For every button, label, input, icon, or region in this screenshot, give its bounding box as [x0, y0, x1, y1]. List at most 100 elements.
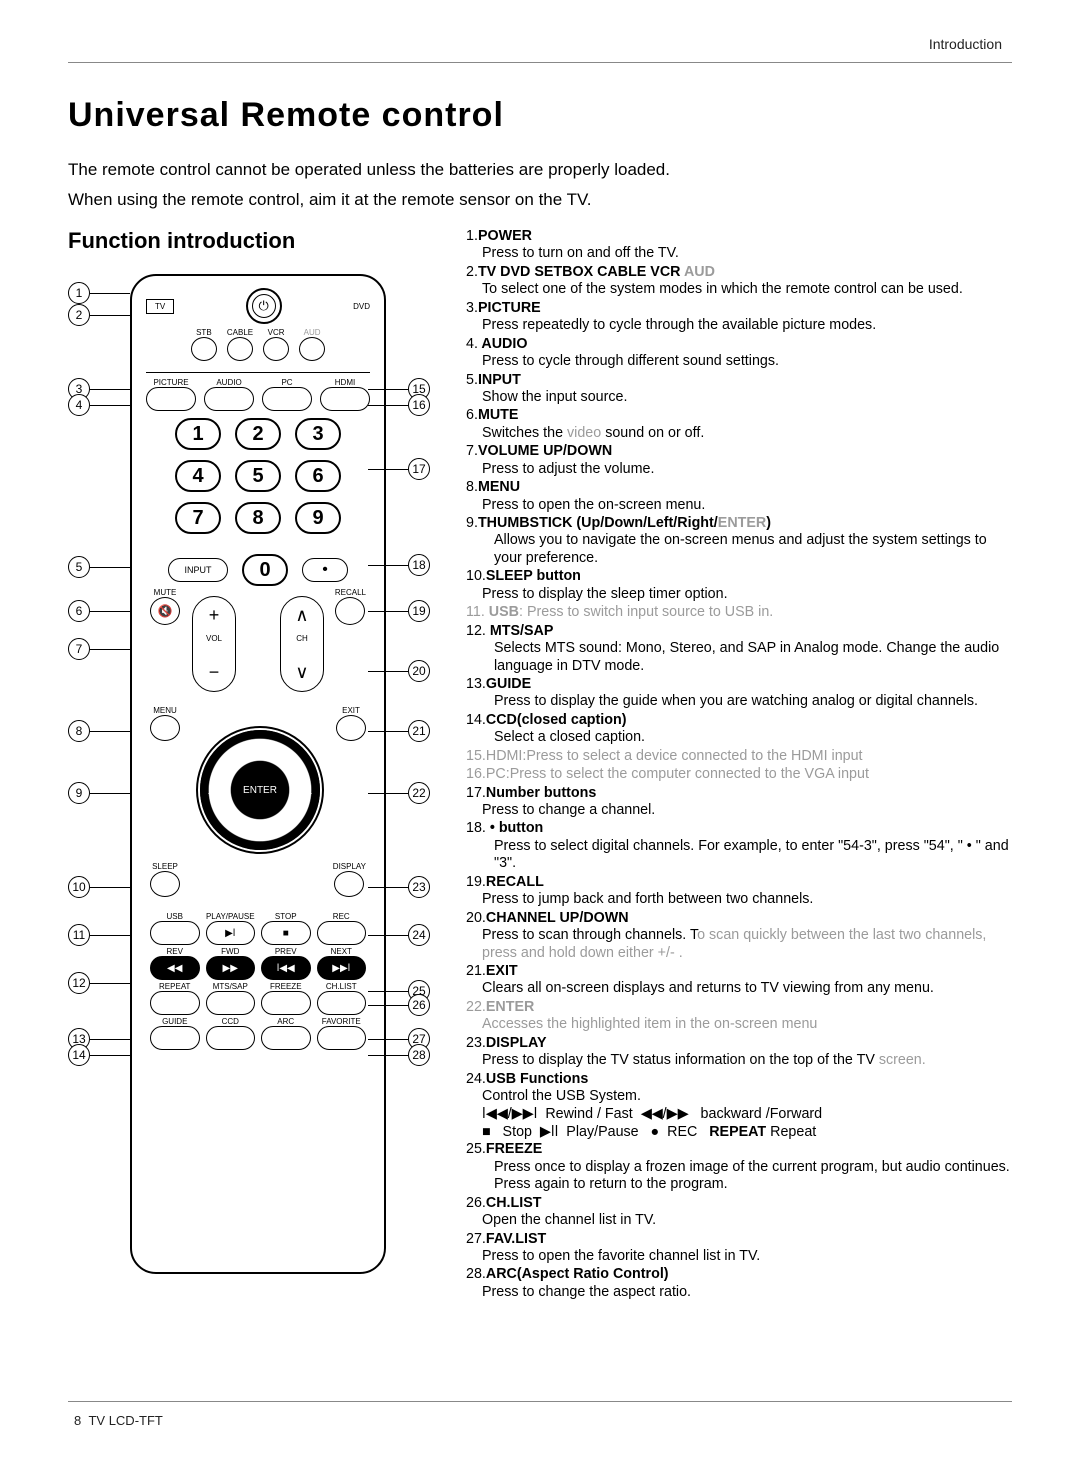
callout-26: 26 — [408, 994, 430, 1016]
audio-label: AUDIO — [204, 378, 254, 387]
func-item-16: 16.PC:Press to select the computer conne… — [466, 766, 1012, 783]
left-arrow-icon: ◀ — [208, 784, 219, 801]
func-item-11: 11. USB: Press to switch input source to… — [466, 604, 1012, 621]
callout-line-5 — [90, 567, 130, 568]
func-item-19: 19.RECALLPress to jump back and forth be… — [466, 874, 1012, 909]
func-item-24: 24.USB FunctionsControl the USB System. — [466, 1071, 1012, 1106]
stop-col-label: STOP — [261, 912, 311, 921]
rewind-button: ◀◀ — [150, 956, 200, 980]
callout-line-16 — [368, 405, 408, 406]
func-item-1: 1.POWERPress to turn on and off the TV. — [466, 228, 1012, 263]
callout-9: 9 — [68, 782, 90, 804]
callout-12: 12 — [68, 972, 90, 994]
callout-18: 18 — [408, 554, 430, 576]
mute-icon: 🔇 — [150, 597, 180, 625]
func-item-18: 18. • buttonPress to select digital chan… — [466, 820, 1012, 872]
func-item-9: 9.THUMBSTICK (Up/Down/Left/Right/ENTER)A… — [466, 515, 1012, 567]
playpause-col-label: PLAY/PAUSE — [206, 912, 256, 921]
callout-10: 10 — [68, 876, 90, 898]
num-4: 4 — [175, 460, 221, 492]
num-0: 0 — [242, 554, 288, 586]
menu-button — [150, 715, 180, 741]
mode-tv-label: TV — [146, 299, 174, 314]
func-item-15: 15.HDMI:Press to select a device connect… — [466, 748, 1012, 765]
func-item-17: 17.Number buttonsPress to change a chann… — [466, 785, 1012, 820]
intro-block: The remote control cannot be operated un… — [68, 157, 1012, 212]
func-item-3: 3.PICTUREPress repeatedly to cycle throu… — [466, 300, 1012, 335]
num-5: 5 — [235, 460, 281, 492]
freeze-label: FREEZE — [261, 982, 311, 991]
next-label: NEXT — [317, 947, 367, 956]
ch-label: CH — [280, 634, 324, 643]
callout-line-11 — [90, 935, 130, 936]
func-item-23: 23.DISPLAYPress to display the TV status… — [466, 1035, 1012, 1070]
callout-4: 4 — [68, 394, 90, 416]
exit-label: EXIT — [336, 706, 366, 715]
thumbstick: ENTER ▲ ▼ ◀ ▶ — [196, 726, 324, 854]
callout-24: 24 — [408, 924, 430, 946]
func-item-21: 21.EXITClears all on-screen displays and… — [466, 963, 1012, 998]
pc-label: PC — [262, 378, 312, 387]
callout-8: 8 — [68, 720, 90, 742]
callout-line-20 — [368, 671, 408, 672]
callout-line-13 — [90, 1039, 130, 1040]
footer-page-number: 8 — [74, 1413, 81, 1428]
num-6: 6 — [295, 460, 341, 492]
num-9: 9 — [295, 502, 341, 534]
callout-line-28 — [368, 1055, 408, 1056]
intro-line-2: When using the remote control, aim it at… — [68, 187, 1012, 213]
page-title: Universal Remote control — [68, 96, 1012, 135]
callout-6: 6 — [68, 600, 90, 622]
sleep-button — [150, 871, 180, 897]
callout-line-1 — [90, 293, 130, 294]
callout-22: 22 — [408, 782, 430, 804]
func-item-27: 27.FAV.LISTPress to open the favorite ch… — [466, 1231, 1012, 1266]
callout-line-17 — [368, 469, 408, 470]
func-item-6: 6.MUTESwitches the video sound on or off… — [466, 407, 1012, 442]
input-button: INPUT — [168, 558, 228, 582]
callout-19: 19 — [408, 600, 430, 622]
footer-rule — [68, 1401, 1012, 1402]
callout-line-18 — [368, 565, 408, 566]
next-button: ▶▶ǀ — [317, 956, 367, 980]
stop-button: ■ — [261, 921, 311, 945]
callout-line-3 — [90, 389, 130, 390]
ccd-label: CCD — [206, 1017, 256, 1026]
callout-line-27 — [368, 1039, 408, 1040]
func-item-8: 8.MENUPress to open the on-screen menu. — [466, 479, 1012, 514]
callout-20: 20 — [408, 660, 430, 682]
chlist-button — [317, 991, 367, 1015]
func-item-4: 4. AUDIOPress to cycle through different… — [466, 336, 1012, 371]
mute-label: MUTE — [150, 588, 180, 597]
callout-23: 23 — [408, 876, 430, 898]
pc-button — [262, 387, 312, 411]
play-pause-button: ▶ǀ — [206, 921, 256, 945]
right-column: 1.POWERPress to turn on and off the TV. 2… — [466, 228, 1012, 1302]
rec-col-label: REC — [317, 912, 367, 921]
favorite-button — [317, 1026, 367, 1050]
mode-cable-label: CABLE — [227, 328, 253, 337]
callout-line-21 — [368, 731, 408, 732]
hdmi-button — [320, 387, 370, 411]
function-introduction-heading: Function introduction — [68, 228, 438, 254]
callout-28: 28 — [408, 1044, 430, 1066]
header-rule — [68, 62, 1012, 63]
mode-vcr-label: VCR — [263, 328, 289, 337]
callout-1: 1 — [68, 282, 90, 304]
callout-21: 21 — [408, 720, 430, 742]
callout-line-22 — [368, 793, 408, 794]
audio-button — [204, 387, 254, 411]
hdmi-label: HDMI — [320, 378, 370, 387]
header-section-label: Introduction — [929, 36, 1002, 52]
func-item-25: 25.FREEZEPress once to display a frozen … — [466, 1141, 1012, 1193]
prev-button: ǀ◀◀ — [261, 956, 311, 980]
rec-button — [317, 921, 367, 945]
callout-line-8 — [90, 731, 130, 732]
callout-line-9 — [90, 793, 130, 794]
mode-aud-label: AUD — [299, 328, 325, 337]
callout-line-2 — [90, 315, 130, 316]
callout-line-6 — [90, 611, 130, 612]
down-arrow-icon: ▼ — [256, 828, 270, 844]
callout-11: 11 — [68, 924, 90, 946]
power-icon: ⏻ — [252, 294, 276, 318]
